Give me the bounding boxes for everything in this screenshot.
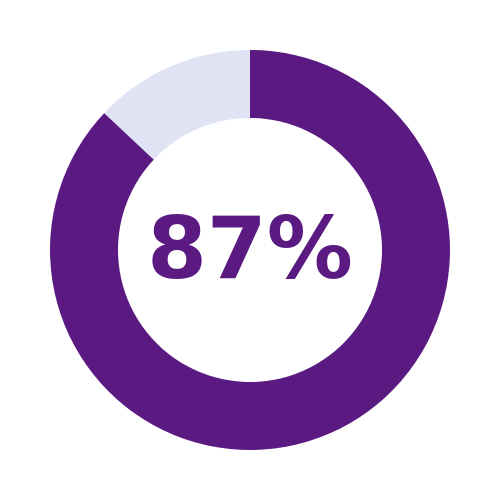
donut-slices: [49, 50, 450, 451]
donut-slice-value: [49, 50, 450, 451]
center-percentage-label: 87%: [147, 199, 353, 299]
donut-slice-remainder: [104, 50, 251, 160]
